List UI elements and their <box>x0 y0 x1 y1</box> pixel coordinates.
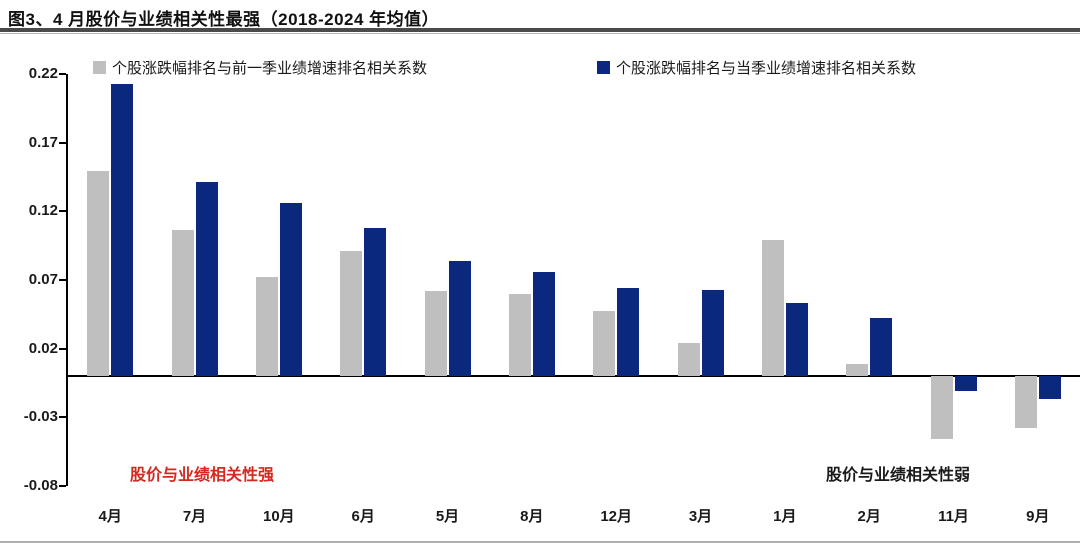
bar-prev-quarter <box>508 293 531 376</box>
x-axis-label: 10月 <box>262 508 295 525</box>
bar-prev-quarter <box>340 251 363 376</box>
annotation-strong-correlation: 股价与业绩相关性强 <box>130 467 275 484</box>
annotation-weak-correlation: 股价与业绩相关性弱 <box>826 467 971 484</box>
x-axis-label: 12月 <box>600 508 632 525</box>
y-axis-tick <box>59 484 66 487</box>
chart-title: 图3、4 月股价与业绩相关性最强（2018-2024 年均值） <box>8 10 440 29</box>
legend-item-current-quarter: 个股涨跌幅排名与当季业绩增速排名相关系数 <box>597 57 916 78</box>
x-axis-label: 11月 <box>938 508 969 525</box>
y-axis-label: 0.12 <box>28 202 58 220</box>
bar-prev-quarter <box>424 290 447 376</box>
y-axis-label: 0.02 <box>28 339 58 357</box>
bar-current-quarter <box>785 303 808 376</box>
x-axis-label: 5月 <box>435 508 460 525</box>
x-axis-label: 4月 <box>98 508 122 525</box>
bar-prev-quarter <box>171 230 194 376</box>
x-axis-label: 8月 <box>520 508 544 525</box>
y-axis-tick <box>59 416 66 419</box>
legend-label-current-quarter: 个股涨跌幅排名与当季业绩增速排名相关系数 <box>616 60 917 77</box>
bar-current-quarter <box>195 182 218 376</box>
bar-prev-quarter <box>846 363 869 376</box>
y-axis-tick <box>59 73 66 75</box>
legend-swatch-blue <box>597 61 610 74</box>
y-axis-label: 0.07 <box>28 270 58 288</box>
bar-current-quarter <box>870 318 893 376</box>
bar-prev-quarter <box>593 311 616 376</box>
bar-current-quarter <box>111 83 134 376</box>
title-divider <box>0 28 1080 32</box>
y-axis-tick <box>59 141 66 144</box>
legend-item-prev-quarter: 个股涨跌幅排名与前一季业绩增速排名相关系数 <box>93 57 427 78</box>
bar-prev-quarter <box>677 343 700 376</box>
x-axis-label: 6月 <box>351 508 375 525</box>
bar-prev-quarter <box>761 240 784 376</box>
x-axis-line <box>66 375 1080 377</box>
y-axis-tick <box>59 278 66 281</box>
x-axis-label: 9月 <box>1026 508 1050 525</box>
bar-prev-quarter <box>930 376 953 440</box>
bar-prev-quarter <box>255 277 278 376</box>
title-divider-shadow <box>0 33 1080 34</box>
bar-current-quarter <box>279 203 302 376</box>
bar-current-quarter <box>532 271 555 376</box>
y-axis-label: -0.03 <box>23 408 58 426</box>
y-axis-line <box>66 74 68 486</box>
y-axis-label: 0.17 <box>28 133 58 151</box>
bar-prev-quarter <box>1014 376 1037 429</box>
bar-current-quarter <box>701 289 724 376</box>
y-axis-tick <box>59 210 66 213</box>
y-axis-label: 0.22 <box>28 65 58 82</box>
x-axis-label: 1月 <box>773 508 797 525</box>
y-axis-tick <box>59 347 66 350</box>
legend-swatch-gray <box>93 61 106 74</box>
bar-current-quarter <box>364 227 387 376</box>
legend-label-prev-quarter: 个股涨跌幅排名与前一季业绩增速排名相关系数 <box>112 60 428 77</box>
y-axis-label: -0.08 <box>23 476 58 494</box>
bar-current-quarter <box>448 260 471 376</box>
bar-prev-quarter <box>87 171 110 376</box>
x-axis-label: 3月 <box>688 508 713 525</box>
bar-current-quarter <box>1038 376 1061 400</box>
bar-current-quarter <box>954 376 977 392</box>
bottom-divider <box>0 541 1080 543</box>
x-axis-label: 7月 <box>182 508 207 525</box>
x-axis-label: 2月 <box>857 508 881 525</box>
bar-current-quarter <box>617 288 640 376</box>
